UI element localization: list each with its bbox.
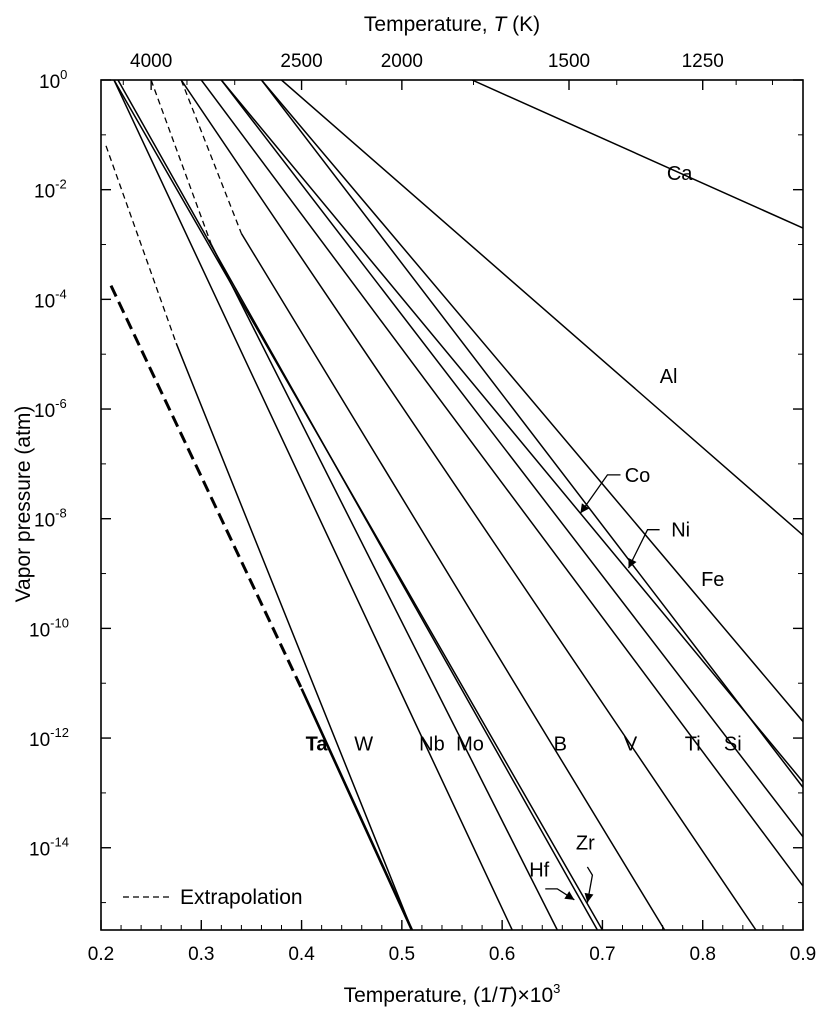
series-si [220, 80, 803, 838]
series-ti-line [200, 80, 803, 887]
x-tick-label: 0.7 [589, 944, 615, 965]
series-label-fe: Fe [701, 569, 724, 591]
legend: Extrapolation [123, 886, 303, 909]
top-tick-label: 4000 [130, 51, 172, 72]
series-mo-line [210, 244, 558, 930]
callout-leader [586, 866, 594, 903]
y-tick-label: 10-6 [34, 396, 67, 422]
callout-leader [579, 474, 621, 514]
top-tick-label: 1500 [548, 51, 590, 72]
series-zr-line [113, 80, 604, 930]
series-layer [105, 80, 803, 930]
series-label-w: W [354, 734, 373, 756]
series-ca [471, 80, 803, 229]
series-v-line [180, 80, 757, 930]
series-label-v: V [624, 734, 638, 756]
series-label-b: B [554, 734, 567, 756]
series-mo-extrapolation [150, 80, 212, 245]
x-tick-label: 0.3 [188, 944, 214, 965]
callout-co [579, 474, 621, 514]
top-tick-label: 2500 [280, 51, 322, 72]
callout-arrowhead [564, 891, 575, 900]
x-tick-label: 0.6 [489, 944, 515, 965]
series-label-mo: Mo [456, 734, 484, 756]
x-tick-label: 0.8 [690, 944, 716, 965]
series-si-line [220, 80, 803, 838]
series-label-hf: Hf [529, 860, 549, 882]
plot-frame [100, 79, 804, 931]
callout-ni [627, 529, 660, 569]
callout-zr [584, 866, 594, 903]
series-ca-line [471, 80, 803, 229]
series-fe-line [260, 80, 803, 723]
series-ta [109, 284, 414, 930]
series-w-line [175, 342, 413, 930]
series-ta-extrapolation [109, 284, 303, 690]
x-tick-label: 0.9 [790, 944, 816, 965]
series-label-co: Co [625, 465, 651, 487]
series-label-al: Al [660, 366, 678, 388]
x-tick-label: 0.5 [389, 944, 415, 965]
x-tick-label: 0.2 [88, 944, 114, 965]
y-tick-label: 10-4 [34, 286, 67, 312]
series-ta-line [300, 688, 414, 930]
x-tick-label: 0.4 [288, 944, 315, 965]
series-label-ti: Ti [685, 734, 701, 756]
series-label-zr: Zr [576, 832, 595, 854]
callout-arrowhead [580, 503, 590, 514]
series-mo [150, 80, 558, 930]
series-ni-line [260, 80, 803, 788]
series-label-nb: Nb [419, 734, 445, 756]
top-axis-title: Temperature, T (K) [364, 13, 540, 36]
series-label-si: Si [724, 734, 742, 756]
y-tick-label: 100 [39, 67, 67, 93]
series-nb [113, 80, 513, 930]
legend-label: Extrapolation [180, 886, 303, 909]
callout-layer [545, 474, 660, 903]
series-ti [200, 80, 803, 887]
series-w [105, 145, 413, 930]
y-tick-label: 10-12 [29, 725, 69, 751]
callout-hf [545, 888, 575, 901]
series-v [180, 80, 757, 930]
series-fe [260, 80, 803, 723]
series-label-ni: Ni [671, 520, 690, 542]
series-w-extrapolation [105, 145, 177, 344]
series-al [281, 80, 803, 536]
series-co [220, 80, 803, 783]
callout-arrowhead [628, 558, 637, 569]
series-b-line [240, 233, 666, 930]
series-zr [113, 80, 604, 930]
series-al-line [281, 80, 803, 536]
series-b-extrapolation [180, 80, 243, 234]
callout-arrowhead [584, 892, 594, 903]
series-b [180, 80, 666, 930]
y-tick-label: 10-14 [29, 835, 69, 861]
x-axis-title: Temperature, (1/T)×103 [344, 981, 561, 1007]
top-tick-label: 2000 [381, 51, 423, 72]
series-label-ca: Ca [667, 163, 693, 185]
y-tick-label: 10-2 [34, 177, 67, 203]
series-nb-line [113, 80, 513, 930]
series-co-line [220, 80, 803, 783]
callout-leader [627, 529, 660, 569]
series-ni [260, 80, 803, 788]
series-label-ta: Ta [306, 734, 329, 756]
y-tick-label: 10-10 [29, 615, 69, 641]
y-axis-title: Vapor pressure (atm) [12, 406, 35, 603]
y-tick-label: 10-8 [34, 506, 67, 532]
top-tick-label: 1250 [682, 51, 724, 72]
tick-labels: 0.2 0.3 0.4 0.5 0.6 0.7 0.8 0.9 4000 2500 2000 1500… [29, 51, 816, 965]
axis-ticks [100, 79, 804, 930]
series-labels: Ta W Nb Mo B V Ti Si Fe Al Ca Co Ni Hf Zr [306, 163, 742, 881]
